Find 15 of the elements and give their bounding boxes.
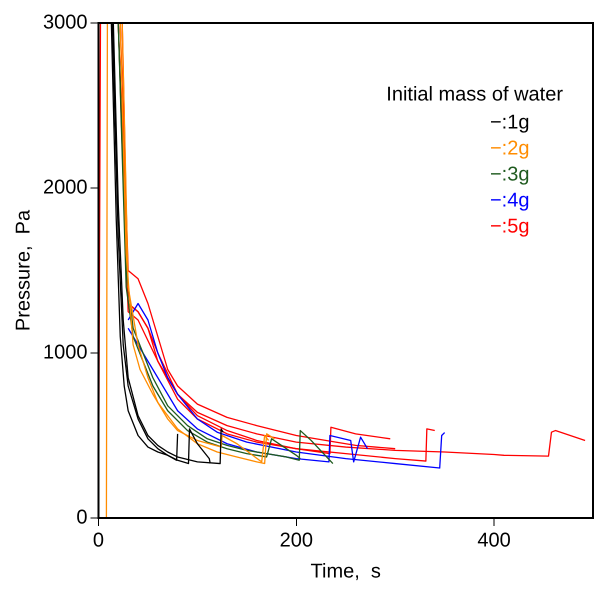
x-tick-label: 400 <box>477 530 511 552</box>
text: −:4g <box>490 190 530 212</box>
x-tick-label: 0 <box>92 530 104 552</box>
y-axis-title: Pressure, Pa <box>12 209 35 332</box>
x-tick-label: 200 <box>280 530 313 552</box>
y-tick-label: 0 <box>76 506 88 529</box>
text: −:5g <box>490 216 530 238</box>
y-tick-label: 3000 <box>42 12 88 34</box>
y-tick-label: 2000 <box>42 176 88 199</box>
x-axis-title: Time, s <box>310 560 381 583</box>
text: −:2g <box>490 138 530 160</box>
text: −:3g <box>490 164 530 186</box>
legend-title: Initial mass of water <box>386 84 564 106</box>
text: −:1g <box>490 112 530 134</box>
y-tick-label: 1000 <box>42 342 88 364</box>
